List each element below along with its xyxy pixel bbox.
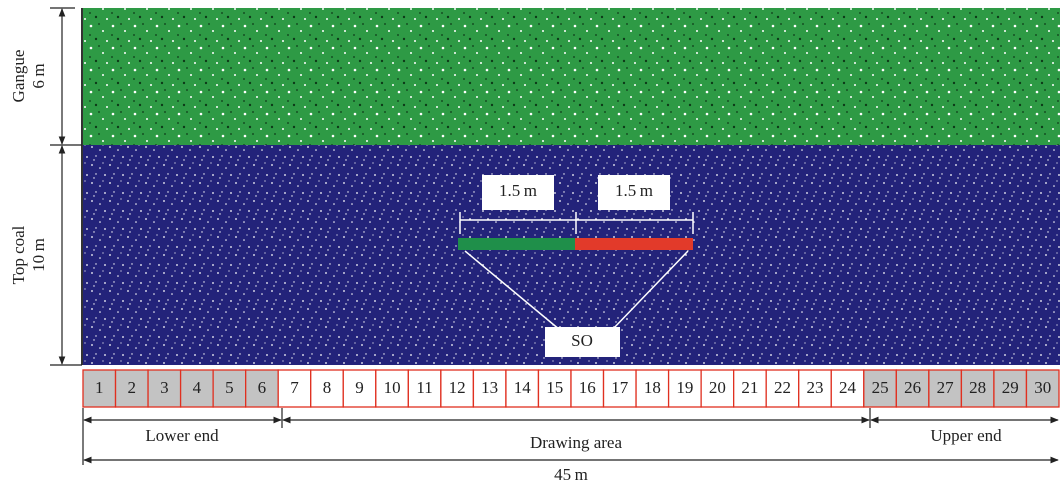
cell-number: 25 bbox=[872, 378, 889, 397]
cell-number: 23 bbox=[807, 378, 824, 397]
cell-number: 6 bbox=[258, 378, 267, 397]
cell-number: 13 bbox=[481, 378, 498, 397]
cell-number: 7 bbox=[290, 378, 299, 397]
gangue-height: 6 m bbox=[29, 63, 48, 88]
cell-number: 12 bbox=[449, 378, 466, 397]
drawing-area-label: Drawing area bbox=[530, 433, 622, 452]
cell-number: 9 bbox=[355, 378, 364, 397]
cell-number: 18 bbox=[644, 378, 661, 397]
gangue-layer bbox=[82, 8, 1060, 145]
total-length-label: 45 m bbox=[554, 465, 588, 484]
cell-number: 27 bbox=[937, 378, 955, 397]
right-sample-row bbox=[575, 238, 693, 250]
so-label: SO bbox=[571, 331, 593, 350]
cell-number: 16 bbox=[579, 378, 596, 397]
cell-number: 22 bbox=[774, 378, 791, 397]
cell-number: 26 bbox=[904, 378, 921, 397]
cell-number: 14 bbox=[514, 378, 532, 397]
cell-number: 2 bbox=[128, 378, 137, 397]
left-sample-row bbox=[458, 238, 575, 250]
cell-number: 10 bbox=[384, 378, 401, 397]
cell-number: 20 bbox=[709, 378, 726, 397]
cell-number: 29 bbox=[1002, 378, 1019, 397]
gangue-label: Gangue bbox=[9, 50, 28, 103]
left-dimensions bbox=[50, 8, 82, 365]
upper-end-label: Upper end bbox=[930, 426, 1002, 445]
cell-number: 3 bbox=[160, 378, 169, 397]
top-coal-label: Top coal bbox=[9, 225, 28, 284]
cell-number: 4 bbox=[193, 378, 202, 397]
right-length: 1.5 m bbox=[615, 181, 653, 200]
cell-number: 8 bbox=[323, 378, 332, 397]
top-coal-height: 10 m bbox=[29, 238, 48, 272]
cell-number: 15 bbox=[546, 378, 563, 397]
figure: Gangue 6 m Top coal 10 m 1.5 m 1.5 m SO … bbox=[0, 0, 1060, 485]
cell-number: 24 bbox=[839, 378, 857, 397]
cell-number: 17 bbox=[611, 378, 629, 397]
cell-number: 21 bbox=[741, 378, 758, 397]
cell-number: 28 bbox=[969, 378, 986, 397]
cell-number: 11 bbox=[416, 378, 432, 397]
cell-number: 5 bbox=[225, 378, 234, 397]
cell-number: 19 bbox=[676, 378, 693, 397]
cell-number: 30 bbox=[1034, 378, 1051, 397]
cell-number: 1 bbox=[95, 378, 104, 397]
lower-end-label: Lower end bbox=[145, 426, 219, 445]
left-length: 1.5 m bbox=[499, 181, 537, 200]
